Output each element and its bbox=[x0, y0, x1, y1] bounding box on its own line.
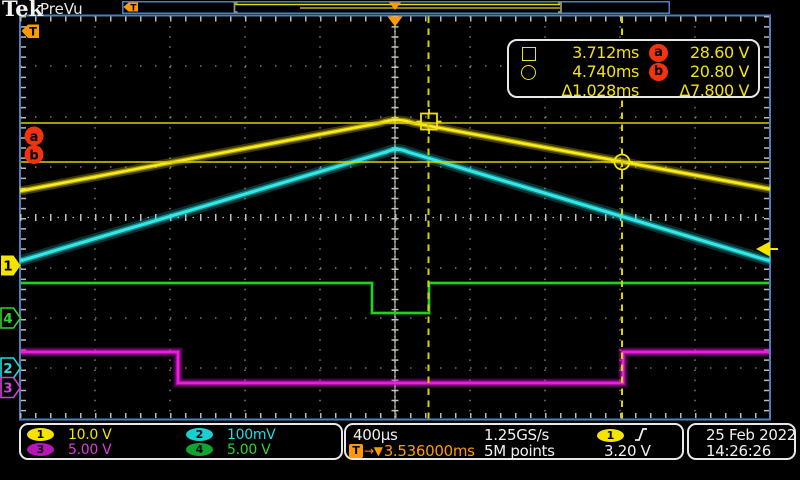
cursor-b-time: 4.740ms bbox=[572, 62, 639, 81]
horizontal-trigger-box[interactable]: 400µs T →▼ 3.536000ms 1.25GS/s 5M points 1… bbox=[344, 423, 684, 460]
ch4-badge[interactable]: 4 bbox=[186, 443, 213, 456]
trigger-source-badge[interactable]: 1 bbox=[597, 429, 624, 442]
tek-logo: Tek bbox=[2, 0, 44, 21]
svg-text:2: 2 bbox=[3, 361, 12, 377]
ch2-position-flag[interactable]: 2 bbox=[0, 357, 22, 379]
trigger-position-triangle-icon[interactable] bbox=[387, 16, 403, 27]
trigger-delay-value: 3.536000ms bbox=[383, 442, 475, 460]
ch2-trace bbox=[18, 144, 772, 267]
trigger-flag-icon: T bbox=[21, 24, 39, 39]
record-view-bar: T bbox=[122, 1, 670, 14]
ch4-scale: 5.00 V bbox=[227, 442, 271, 458]
svg-text:b: b bbox=[29, 149, 38, 164]
ch1-scale: 10.0 V bbox=[68, 427, 112, 443]
trigger-delay-readout: T →▼ 3.536000ms bbox=[349, 442, 475, 460]
ch4-trace bbox=[21, 281, 769, 315]
cursor-b-label-badge: b bbox=[649, 63, 668, 81]
window-bracket-left[interactable] bbox=[233, 2, 238, 13]
acquisition-status: PreVu bbox=[40, 0, 83, 18]
ch3-badge[interactable]: 3 bbox=[27, 443, 54, 456]
svg-text:3: 3 bbox=[3, 381, 12, 397]
ch1-badge[interactable]: 1 bbox=[27, 428, 54, 441]
svg-text:T: T bbox=[29, 25, 37, 39]
cursor-readout-box[interactable]: 3.712ms 4.740ms Δ1.028ms a b 28.60 V 20.… bbox=[507, 39, 760, 100]
sample-rate: 1.25GS/s bbox=[484, 426, 550, 444]
ch1-position-flag[interactable]: 1 bbox=[1, 255, 21, 276]
window-bracket-right[interactable] bbox=[558, 2, 562, 13]
cursor-delta-time: Δ1.028ms bbox=[561, 81, 640, 100]
svg-text:a: a bbox=[30, 130, 39, 145]
ch2-scale: 100mV bbox=[227, 427, 276, 443]
timebase-scale: 400µs bbox=[353, 426, 398, 444]
trigger-delay-t-icon: T bbox=[349, 444, 363, 458]
ch3-position-flag[interactable]: 3 bbox=[0, 376, 22, 399]
svg-text:4: 4 bbox=[3, 311, 12, 327]
cursor-b-marker[interactable] bbox=[611, 151, 633, 173]
cursor-a-badge: a bbox=[24, 126, 44, 146]
time-label: 14:26:26 bbox=[706, 442, 771, 460]
svg-text:T: T bbox=[130, 4, 137, 14]
record-trigger-triangle-icon bbox=[389, 2, 401, 10]
ch3-trace bbox=[21, 347, 769, 388]
trigger-level: 3.20 V bbox=[604, 442, 651, 460]
ch3-scale: 5.00 V bbox=[68, 442, 112, 458]
cursor-b-value: 20.80 V bbox=[689, 62, 749, 81]
record-trigger-flag-icon: T bbox=[123, 2, 138, 14]
cursor-b-badge: b bbox=[24, 145, 44, 164]
cursor-b-circle-icon bbox=[521, 65, 536, 80]
ch2-badge[interactable]: 2 bbox=[186, 428, 213, 441]
date-label: 25 Feb 2022 bbox=[706, 426, 797, 444]
cursor-a-value: 28.60 V bbox=[689, 43, 749, 62]
center-axis-ticks bbox=[20, 16, 770, 419]
ch4-position-flag[interactable]: 4 bbox=[0, 307, 22, 329]
channel-scales-box[interactable]: 1 10.0 V 2 100mV 3 5.00 V 4 5.00 V bbox=[19, 423, 343, 460]
datetime-box[interactable]: 25 Feb 2022 14:26:26 bbox=[687, 423, 796, 460]
cursor-a-time: 3.712ms bbox=[572, 43, 639, 62]
cursor-a-square-icon bbox=[522, 47, 536, 61]
cursor-a-marker[interactable] bbox=[416, 109, 442, 134]
trigger-slope-rising-icon bbox=[635, 428, 647, 441]
svg-text:1: 1 bbox=[3, 259, 12, 275]
cursor-a-label-badge: a bbox=[649, 44, 668, 62]
trigger-delay-arrows-icon: →▼ bbox=[364, 444, 383, 458]
record-length: 5M points bbox=[484, 442, 555, 460]
trigger-level-arrow[interactable] bbox=[756, 241, 778, 257]
cursor-delta-value: Δ7.800 V bbox=[679, 81, 749, 100]
